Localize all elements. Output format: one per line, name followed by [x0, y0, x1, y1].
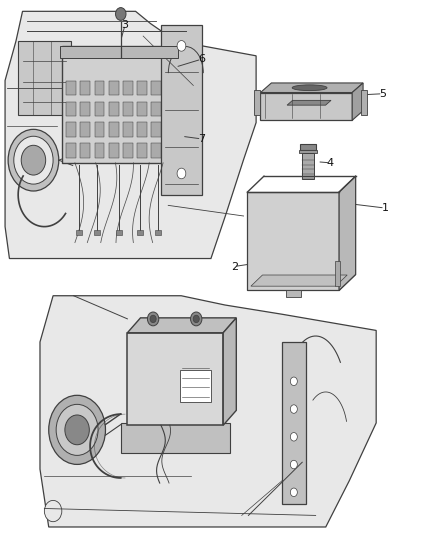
Bar	[151, 81, 161, 95]
Polygon shape	[339, 176, 356, 290]
Bar	[137, 143, 147, 158]
Polygon shape	[40, 296, 376, 527]
Polygon shape	[5, 11, 256, 259]
Bar	[109, 143, 119, 158]
Polygon shape	[254, 90, 261, 115]
Circle shape	[44, 500, 62, 522]
Bar	[109, 102, 119, 116]
Polygon shape	[287, 100, 331, 105]
Polygon shape	[251, 275, 347, 286]
Bar	[299, 150, 318, 153]
Circle shape	[148, 312, 159, 326]
Circle shape	[290, 377, 297, 385]
Bar	[109, 122, 119, 137]
Circle shape	[49, 395, 106, 464]
Polygon shape	[261, 83, 363, 93]
Circle shape	[14, 136, 53, 184]
Bar	[123, 81, 133, 95]
Text: 7: 7	[198, 134, 205, 144]
Circle shape	[8, 130, 59, 191]
Polygon shape	[352, 83, 363, 120]
Bar	[127, 333, 223, 425]
Bar	[123, 122, 133, 137]
Bar	[95, 143, 105, 158]
Bar	[123, 102, 133, 116]
Text: 3: 3	[122, 20, 129, 30]
Bar	[81, 102, 90, 116]
Polygon shape	[361, 90, 367, 115]
Circle shape	[177, 168, 186, 179]
Bar	[151, 122, 161, 137]
Polygon shape	[286, 290, 300, 297]
Bar	[81, 122, 90, 137]
Bar	[302, 153, 314, 179]
Bar	[123, 143, 133, 158]
Circle shape	[65, 415, 89, 445]
Bar	[76, 230, 82, 235]
Bar	[151, 102, 161, 116]
Polygon shape	[223, 318, 237, 425]
Text: 2: 2	[231, 262, 238, 271]
Bar	[66, 122, 76, 137]
Bar	[95, 122, 105, 137]
Bar	[121, 423, 230, 453]
Bar	[282, 342, 306, 504]
Bar	[81, 143, 90, 158]
Bar	[300, 144, 316, 150]
Polygon shape	[247, 274, 356, 290]
Circle shape	[290, 433, 297, 441]
Bar	[161, 25, 202, 195]
Bar	[180, 370, 211, 402]
Circle shape	[116, 7, 126, 20]
Text: 5: 5	[379, 88, 386, 99]
Text: 4: 4	[327, 158, 334, 168]
Circle shape	[290, 405, 297, 413]
Polygon shape	[247, 192, 339, 290]
Bar	[66, 102, 76, 116]
Circle shape	[21, 146, 46, 175]
Bar	[155, 230, 161, 235]
Bar	[109, 81, 119, 95]
Circle shape	[177, 41, 186, 51]
Polygon shape	[127, 318, 237, 333]
Bar	[62, 46, 175, 163]
Bar	[138, 230, 144, 235]
Bar	[95, 81, 105, 95]
Bar	[66, 81, 76, 95]
Circle shape	[290, 461, 297, 469]
Bar	[137, 102, 147, 116]
Ellipse shape	[292, 85, 327, 91]
Bar	[95, 102, 105, 116]
Circle shape	[290, 488, 297, 497]
Bar	[18, 41, 71, 115]
Bar	[66, 143, 76, 158]
Bar	[137, 81, 147, 95]
Bar	[60, 46, 177, 58]
Bar	[137, 122, 147, 137]
Circle shape	[150, 315, 156, 322]
Bar	[151, 143, 161, 158]
Bar	[81, 81, 90, 95]
Text: 1: 1	[381, 203, 389, 213]
Bar	[335, 261, 340, 286]
Polygon shape	[261, 93, 352, 120]
Text: 6: 6	[198, 54, 205, 64]
Bar	[116, 230, 122, 235]
Circle shape	[193, 315, 199, 322]
Bar	[94, 230, 100, 235]
Circle shape	[56, 405, 98, 455]
Circle shape	[191, 312, 202, 326]
